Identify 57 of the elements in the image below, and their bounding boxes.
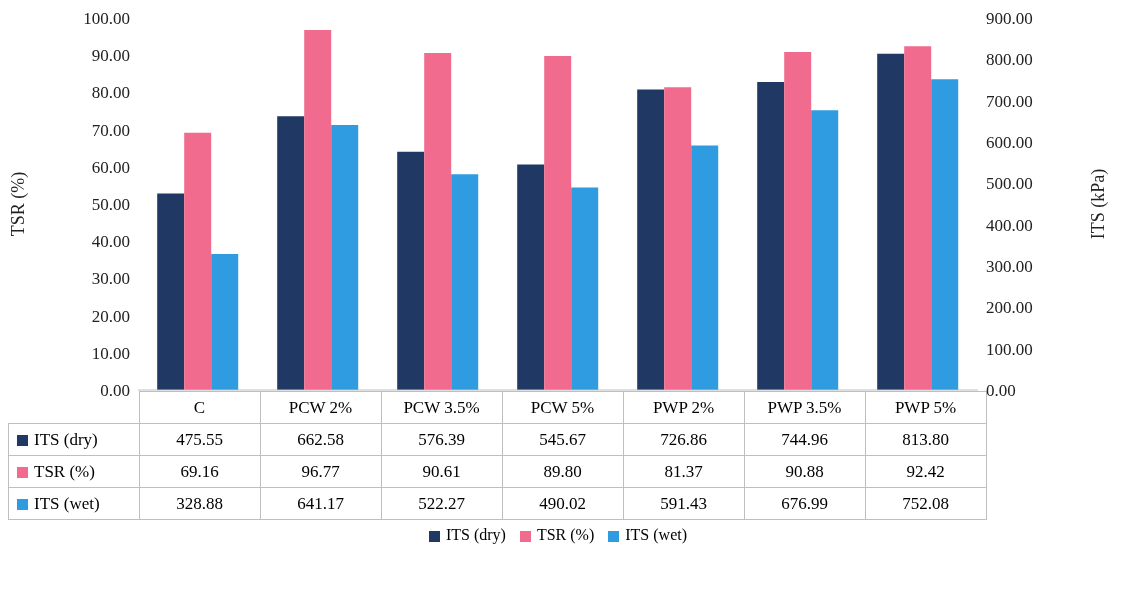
- text: TSR (%): [536, 526, 595, 543]
- x-tick-label: PCW 5%: [502, 391, 623, 424]
- data-label: 726.86: [623, 423, 744, 456]
- y-tick-label: 20.00: [91, 306, 130, 326]
- y2-tick-label: 500.00: [986, 174, 1033, 194]
- legend-label: ITS (dry): [8, 423, 139, 456]
- data-label: 591.43: [623, 487, 744, 520]
- y2-tick-label: 600.00: [986, 133, 1033, 153]
- data-label: 90.61: [381, 455, 502, 488]
- y-tick-label: 90.00: [91, 46, 130, 66]
- data-label: 576.39: [381, 423, 502, 456]
- data-label: 641.17: [260, 487, 381, 520]
- y2-axis-title: ITS (kPa): [1088, 168, 1110, 240]
- y2-tick-label: 400.00: [986, 215, 1033, 235]
- data-label: 744.96: [744, 423, 865, 456]
- y-tick-label: 80.00: [91, 83, 130, 103]
- legend-label: TSR (%): [8, 455, 139, 488]
- x-tick-label: C: [139, 391, 260, 424]
- data-label: 522.27: [381, 487, 502, 520]
- y2-tick-label: 300.00: [986, 257, 1033, 277]
- y-tick-label: 70.00: [91, 120, 130, 140]
- data-label: 475.55: [139, 423, 260, 456]
- x-tick-label: PWP 3.5%: [744, 391, 865, 424]
- data-label: 676.99: [744, 487, 865, 520]
- text: ITS (wet): [34, 493, 100, 513]
- y-tick-label: 60.00: [91, 157, 130, 177]
- legend-label: ITS (wet): [624, 526, 688, 544]
- y-tick-label: 10.00: [91, 343, 130, 363]
- text: ITS (dry): [445, 526, 506, 543]
- y2-tick-label: 200.00: [986, 298, 1033, 318]
- data-label: 328.88: [139, 487, 260, 520]
- data-label: 545.67: [502, 423, 623, 456]
- data-label: 90.88: [744, 455, 865, 488]
- y2-tick-label: 900.00: [986, 9, 1033, 29]
- data-label: 490.02: [502, 487, 623, 520]
- y-axis-title: TSR (%): [8, 171, 30, 237]
- data-label: 96.77: [260, 455, 381, 488]
- x-tick-label: PCW 3.5%: [381, 391, 502, 424]
- y2-tick-label: 700.00: [986, 91, 1033, 111]
- y-tick-label: 100.00: [83, 9, 130, 29]
- y-tick-label: 0.00: [100, 381, 130, 401]
- y-tick-label: 50.00: [91, 195, 130, 215]
- y2-tick-label: 100.00: [986, 339, 1033, 359]
- x-tick-label: PWP 5%: [865, 391, 986, 424]
- data-label: 89.80: [502, 455, 623, 488]
- y-tick-label: 30.00: [91, 269, 130, 289]
- x-tick-label: PWP 2%: [623, 391, 744, 424]
- y2-tick-label: 0.00: [986, 381, 1016, 401]
- data-label: 92.42: [865, 455, 986, 488]
- y2-tick-label: 800.00: [986, 50, 1033, 70]
- data-label: 752.08: [865, 487, 986, 520]
- data-label: 813.80: [865, 423, 986, 456]
- data-label: 69.16: [139, 455, 260, 488]
- x-tick-label: PCW 2%: [260, 391, 381, 424]
- data-label: 662.58: [260, 423, 381, 456]
- data-label: 81.37: [623, 455, 744, 488]
- y-tick-label: 40.00: [91, 232, 130, 252]
